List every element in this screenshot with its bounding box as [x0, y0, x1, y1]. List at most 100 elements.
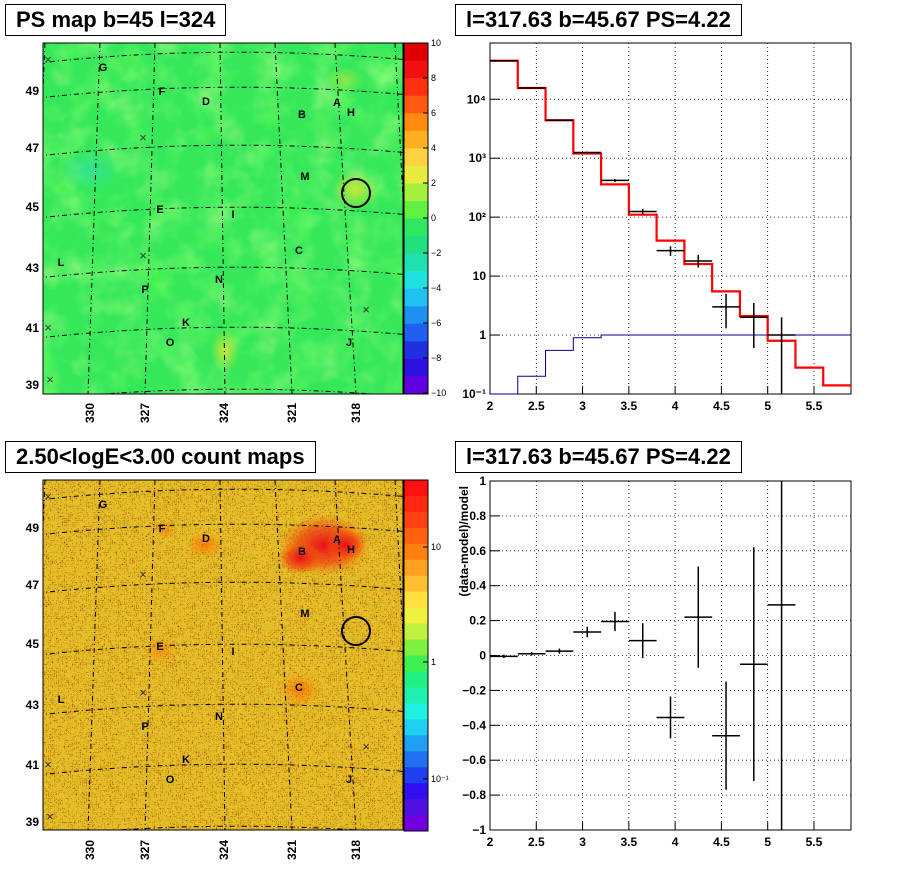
colorbar-band [404, 200, 428, 219]
y-tick-label: −0.8 [462, 788, 486, 802]
colorbar-band [404, 113, 428, 132]
latitude-gridline [43, 144, 403, 156]
colorbar-tick-label: 2 [431, 178, 436, 188]
colorbar-band [404, 527, 428, 545]
y-tick-label: −0.4 [462, 718, 486, 732]
x-tick-label: 2.5 [528, 835, 545, 849]
source-label-l: L [58, 257, 65, 269]
colorbar-band [404, 358, 428, 377]
latitude-gridline [43, 266, 403, 278]
colorbar-band [404, 543, 428, 561]
source-label-e: E [156, 641, 163, 653]
colorbar-band [404, 148, 428, 167]
colorbar-band [404, 306, 428, 325]
colorbar-band [404, 799, 428, 816]
colorbar-band [404, 623, 428, 641]
source-label-i: I [231, 209, 234, 221]
colorbar-band [404, 591, 428, 609]
source-label-l: L [58, 694, 65, 706]
y-tick-label: 10 [473, 269, 487, 283]
longitude-gridline [274, 43, 293, 394]
x-tick-label: 5.5 [806, 399, 823, 413]
colorbar-band [404, 575, 428, 593]
source-label-k: K [182, 317, 190, 329]
colorbar-band [404, 495, 428, 513]
colorbar-band [404, 783, 428, 800]
colorbar-band [404, 78, 428, 97]
latitude-tick-label: 43 [26, 698, 40, 712]
colorbar-tick-label: −4 [431, 283, 441, 293]
cross-marker: × [44, 320, 52, 335]
source-label-h: H [347, 544, 355, 556]
y-tick-label: −0.2 [462, 683, 486, 697]
longitude-gridline [87, 480, 101, 830]
colorbar-band [404, 218, 428, 237]
colorbar-tick-label: 10 [431, 38, 441, 48]
longitude-gridline [219, 43, 226, 394]
colorbar-band [404, 271, 428, 290]
latitude-gridline [97, 388, 380, 394]
colorbar-band [404, 165, 428, 184]
y-tick-label: −1 [472, 823, 486, 837]
longitude-tick-label: 324 [217, 403, 231, 423]
ps-map-title: PS map b=45 l=324 [5, 4, 227, 36]
longitude-gridline [144, 480, 156, 830]
source-label-c: C [295, 245, 303, 257]
latitude-gridline [43, 581, 403, 593]
colorbar-band [404, 236, 428, 255]
source-label-d: D [202, 96, 210, 108]
cross-marker: × [44, 757, 52, 772]
longitude-tick-label: 327 [138, 840, 152, 860]
spectrum-title: l=317.63 b=45.67 PS=4.22 [455, 4, 742, 36]
count-map-title: 2.50<logE<3.00 count maps [5, 441, 316, 473]
colorbar-band [404, 130, 428, 149]
source-label-i: I [231, 646, 234, 658]
y-tick-label: 0.4 [469, 579, 486, 593]
cross-marker: × [139, 248, 147, 263]
colorbar-band [404, 719, 428, 736]
longitude-gridline [274, 480, 293, 830]
latitude-tick-label: 41 [26, 758, 40, 772]
x-tick-label: 2 [487, 399, 494, 413]
y-tick-label: 1 [479, 328, 486, 342]
colorbar-tick-label: −6 [431, 318, 441, 328]
colorbar-band [404, 559, 428, 577]
y-tick-label: 10² [469, 210, 486, 224]
count-map: 10 1 10⁻¹ 330 327 324 321 318 49 47 45 43 41 39 A B C D E… [26, 479, 449, 860]
latitude-tick-label: 47 [26, 141, 40, 155]
colorbar-tick-label: 10 [431, 542, 441, 552]
y-tick-label: −0.6 [462, 753, 486, 767]
longitude-tick-label: 321 [285, 403, 299, 423]
colorbar-tick-label: −8 [431, 353, 441, 363]
latitude-tick-label: 43 [26, 261, 40, 275]
x-tick-label: 4.5 [713, 399, 730, 413]
x-tick-label: 4 [672, 835, 679, 849]
latitude-gridline [110, 825, 365, 830]
latitude-tick-label: 39 [26, 815, 40, 829]
source-label-c: C [295, 682, 303, 694]
colorbar-band [404, 655, 428, 672]
longitude-tick-label: 318 [349, 403, 363, 423]
latitude-gridline [43, 703, 403, 715]
colorbar-frame [403, 479, 429, 832]
latitude-gridline [43, 326, 403, 338]
x-tick-label: 3 [579, 399, 586, 413]
x-tick-label: 5 [764, 835, 771, 849]
source-label-g: G [99, 62, 108, 74]
source-label-o: O [166, 774, 175, 786]
cross-marker: × [44, 489, 52, 504]
latitude-gridline [43, 523, 403, 535]
latitude-gridline [43, 763, 403, 775]
colorbar-band [404, 815, 428, 832]
source-label-k: K [182, 754, 190, 766]
colorbar-tick-label: 4 [431, 143, 436, 153]
longitude-gridline [219, 480, 226, 830]
longitude-gridline [144, 43, 156, 394]
cross-marker: × [139, 567, 147, 582]
longitude-tick-label: 324 [217, 840, 231, 860]
latitude-tick-label: 45 [26, 200, 40, 214]
target-circle [341, 178, 371, 208]
source-label-p: P [141, 284, 148, 296]
x-tick-label: 5 [764, 399, 771, 413]
